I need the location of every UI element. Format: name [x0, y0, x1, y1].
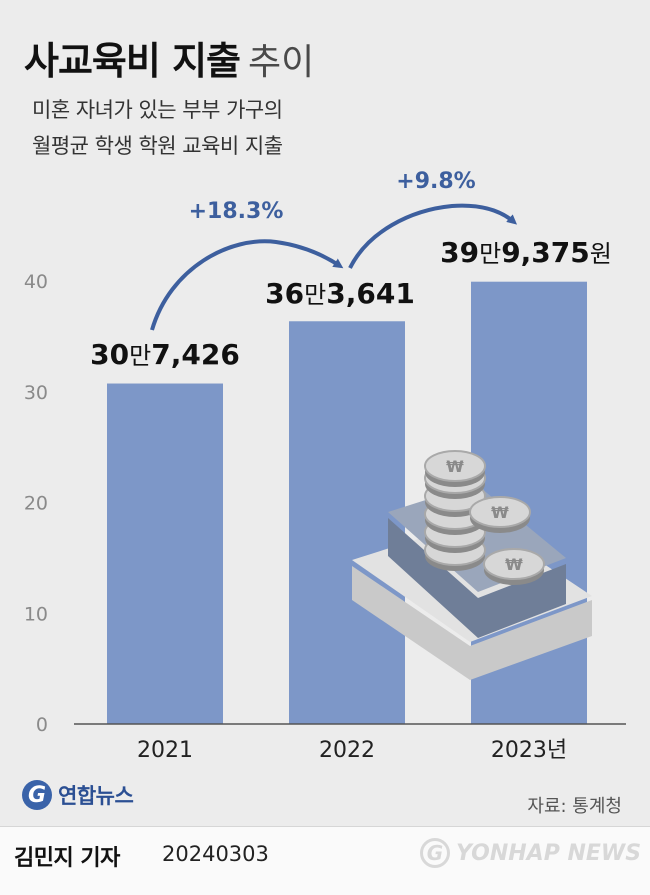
yonhap-logo: G 연합뉴스	[22, 780, 134, 810]
title: 사교육비 지출 추이	[24, 30, 314, 85]
footer-bar	[0, 826, 650, 895]
reporter: 김민지 기자	[14, 846, 120, 871]
y-tick-label: 30	[24, 382, 48, 404]
watermark-text: YONHAP NEWS	[456, 840, 642, 866]
y-tick-label: 10	[24, 603, 48, 625]
coin	[483, 548, 545, 580]
x-tick-label: 2023년	[491, 738, 567, 763]
coin	[469, 496, 531, 528]
books-coins-illustration: ₩ ₩ ₩	[352, 450, 592, 680]
subtitle-line-2: 월평균 학생 학원 교육비 지출	[32, 134, 283, 158]
growth-arrow-2	[348, 203, 518, 269]
y-tick-label: 0	[36, 714, 48, 736]
x-tick-label: 2021	[137, 738, 193, 763]
growth-arrow-1	[150, 239, 344, 331]
subtitle-line-1: 미혼 자녀가 있는 부부 가구의	[32, 98, 283, 122]
book-bottom	[352, 566, 592, 680]
growth-label-2: +9.8%	[396, 169, 475, 194]
watermark-logo-icon: G	[420, 838, 450, 868]
yonhap-logo-icon: G	[22, 780, 52, 810]
source: 자료: 통계청	[527, 796, 622, 817]
value-label-2022: 36만3,641	[265, 277, 415, 310]
y-tick-label: 20	[24, 493, 48, 515]
bar-2022	[289, 321, 405, 724]
won-icon: ₩	[491, 503, 509, 522]
won-icon: ₩	[505, 555, 523, 574]
value-label-2023: 39만9,375원	[440, 236, 612, 269]
watermark: G YONHAP NEWS	[420, 838, 641, 868]
won-icon: ₩	[446, 457, 464, 476]
value-label-2021: 30만7,426	[90, 338, 240, 371]
y-tick-label: 40	[24, 271, 48, 293]
logo-text: 연합뉴스	[58, 784, 134, 808]
title-light: 추이	[248, 42, 315, 83]
x-tick-label: 2022	[319, 738, 375, 763]
growth-label-1: +18.3%	[189, 199, 284, 224]
bar-chart: 0 10 20 30 40 2021 2022 2023년 ₩ ₩ ₩30만7,426 36만3,64…	[24, 169, 626, 763]
coin	[424, 450, 486, 482]
bar-2021	[107, 383, 223, 724]
book-top	[388, 518, 566, 638]
title-bold: 사교육비 지출	[24, 39, 241, 83]
date: 20240303	[162, 842, 269, 866]
